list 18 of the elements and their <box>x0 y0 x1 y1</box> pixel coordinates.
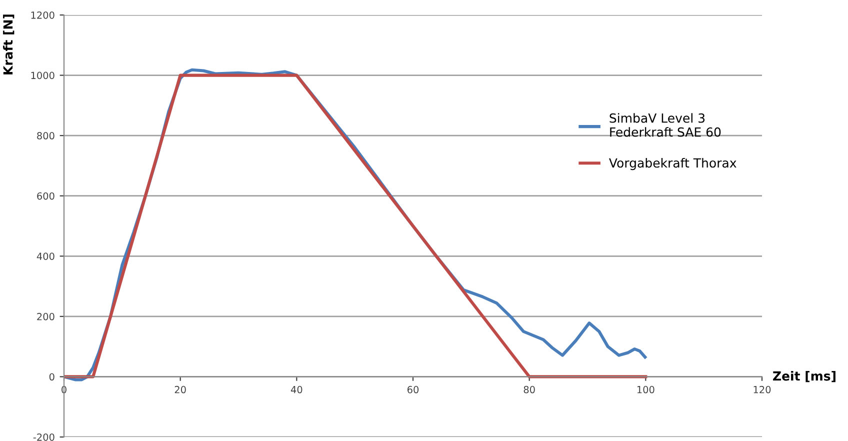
x-tick-label: 80 <box>524 386 535 394</box>
y-tick-label: 0 <box>49 373 54 381</box>
y-tick-label: 400 <box>36 252 54 260</box>
x-tick-label: 60 <box>407 386 419 394</box>
y-tick-label: 600 <box>37 192 54 200</box>
y-tick-label: 800 <box>37 132 54 140</box>
x-axis-title: Zeit [ms] <box>773 371 836 382</box>
y-tick-label: 200 <box>37 312 54 320</box>
legend-label: Vorgabekraft Thorax <box>609 158 736 170</box>
x-tick-label: 40 <box>290 386 302 394</box>
legend-label: SimbaV Level 3 Federkraft SAE 60 <box>610 113 721 137</box>
y-tick-label: 1000 <box>31 72 54 80</box>
y-axis-title: Kraft [N] <box>3 14 14 74</box>
y-tick-label: -200 <box>33 433 54 441</box>
x-tick-label: 120 <box>754 386 771 394</box>
x-tick-label: 100 <box>637 386 654 394</box>
x-tick-label: 20 <box>174 386 186 394</box>
y-tick-label: 1200 <box>31 11 54 19</box>
